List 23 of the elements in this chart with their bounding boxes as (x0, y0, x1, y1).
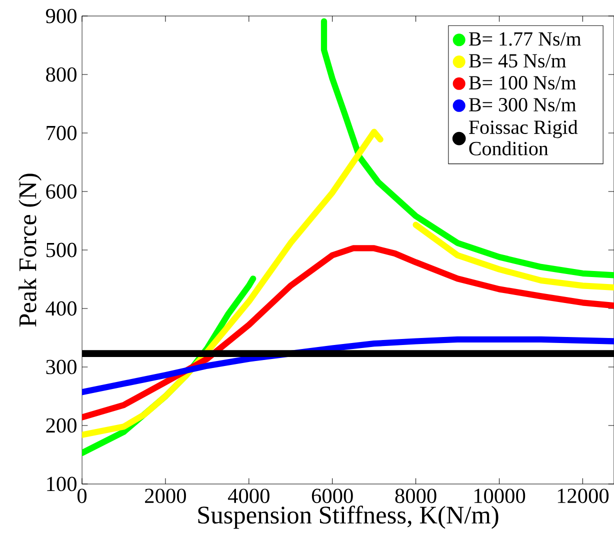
y-tick-label: 200 (46, 418, 76, 433)
legend-label: Foissac Rigid Condition (469, 120, 578, 156)
legend-label: B= 300 Ns/m (469, 98, 576, 112)
y-tick-label: 400 (46, 301, 76, 316)
y-tick-label: 100 (47, 476, 76, 492)
legend-label: B= 45 Ns/m (469, 54, 566, 68)
y-axis-title: Peak Force (N) (18, 174, 42, 326)
y-tick-label: 300 (46, 360, 76, 374)
legend-label: B= 1.77 Ns/m (469, 32, 582, 46)
legend-label: B= 100 Ns/m (469, 76, 576, 90)
x-tick-label: 10000 (474, 488, 526, 503)
x-tick-label: 0 (77, 488, 87, 503)
y-tick-label: 600 (46, 184, 76, 199)
x-axis-title: Suspension Stiffness, K(N/m) (198, 505, 498, 529)
y-tick-label: 800 (46, 67, 76, 82)
y-tick-label: 500 (46, 242, 76, 258)
x-tick-label: 12000 (558, 488, 609, 503)
x-tick-label: 4000 (228, 488, 270, 503)
x-tick-label: 2000 (145, 488, 186, 503)
y-tick-label: 900 (46, 8, 76, 24)
y-tick-label: 700 (46, 126, 76, 140)
x-tick-label: 6000 (312, 488, 353, 503)
x-tick-label: 8000 (395, 488, 436, 503)
